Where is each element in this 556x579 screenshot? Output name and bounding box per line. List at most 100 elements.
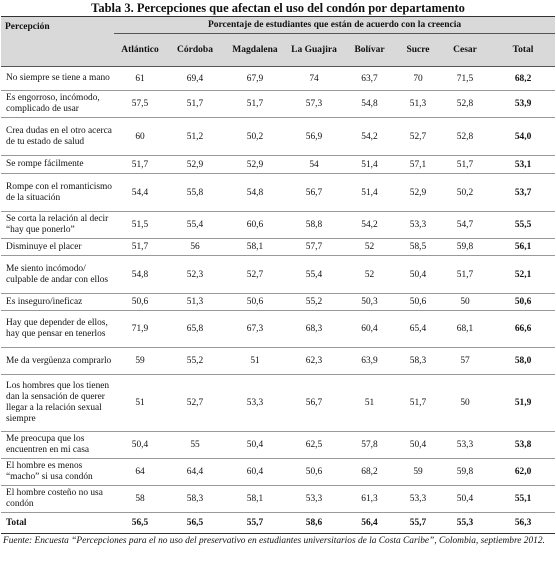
- row-total-cell: 53,7: [491, 173, 556, 212]
- percentage-cell: 60,6: [224, 211, 286, 239]
- percentage-cell: 65,8: [166, 310, 224, 348]
- perceptions-table: Percepción Porcentaje de estudiantes que…: [1, 16, 556, 534]
- percentage-cell: 52,7: [166, 374, 224, 432]
- department-total-cell: 55,7: [224, 512, 286, 534]
- percentage-cell: 56,7: [286, 374, 342, 432]
- percentage-cell: 50,6: [397, 293, 439, 311]
- department-total-cell: 56,4: [342, 512, 397, 534]
- percentage-cell: 52,7: [397, 117, 439, 156]
- percentage-cell: 55,8: [166, 173, 224, 212]
- department-header: Cesar: [439, 33, 491, 67]
- percentage-cell: 63,9: [342, 347, 397, 375]
- percentage-group-header: Porcentaje de estudiantes que están de a…: [114, 16, 556, 34]
- source-note: Fuente: Encuesta “Percepciones para el n…: [3, 536, 545, 546]
- header-row-group: Percepción Porcentaje de estudiantes que…: [1, 16, 556, 67]
- percentage-cell: 58,3: [397, 347, 439, 375]
- percentage-cell: 60,4: [342, 310, 397, 348]
- percentage-cell: 51: [114, 374, 166, 432]
- perception-label: Se rompe fácilmente: [1, 155, 114, 174]
- department-total-cell: 58,6: [286, 512, 342, 534]
- perception-label: Crea dudas en el otro acerca de tu estad…: [1, 117, 114, 156]
- percentage-cell: 52,7: [224, 255, 286, 294]
- row-total-cell: 58,0: [491, 347, 556, 375]
- percentage-cell: 71,5: [439, 66, 491, 91]
- row-total-cell: 56,1: [491, 238, 556, 256]
- percentage-cell: 51,4: [342, 173, 397, 212]
- percentage-cell: 53,3: [286, 485, 342, 513]
- perception-label: Disminuye el placer: [1, 238, 114, 256]
- percentage-cell: 62,3: [286, 347, 342, 375]
- percentage-cell: 56,7: [286, 173, 342, 212]
- total-header: Total: [491, 33, 556, 67]
- percentage-cell: 71,9: [114, 310, 166, 348]
- percentage-cell: 59: [397, 458, 439, 486]
- percentage-cell: 74: [286, 66, 342, 91]
- percentage-cell: 50,4: [397, 255, 439, 294]
- percentage-cell: 52,8: [439, 117, 491, 156]
- total-row-label: Total: [1, 512, 114, 534]
- table-body: No siempre se tiene a mano 61 69,4 67,9 74 63…: [1, 66, 556, 534]
- department-header: Sucre: [397, 33, 439, 67]
- row-total-cell: 53,9: [491, 90, 556, 118]
- row-total-cell: 62,0: [491, 458, 556, 486]
- percentage-cell: 54,2: [342, 211, 397, 239]
- percentage-cell: 51: [342, 374, 397, 432]
- percentage-cell: 50,4: [397, 431, 439, 459]
- percentage-cell: 51,3: [166, 293, 224, 311]
- percentage-cell: 53,3: [397, 211, 439, 239]
- row-total-cell: 50,6: [491, 293, 556, 311]
- department-header: Magdalena: [224, 33, 286, 67]
- table-row: El hombre es menos “macho” si usa condón…: [1, 458, 556, 486]
- percentage-cell: 64,4: [166, 458, 224, 486]
- table-row: Crea dudas en el otro acerca de tu estad…: [1, 117, 556, 156]
- percentage-cell: 51: [224, 347, 286, 375]
- row-total-cell: 55,1: [491, 485, 556, 513]
- percentage-cell: 57,3: [286, 90, 342, 118]
- perception-label: Es engorroso, incómodo, complicado de us…: [1, 90, 114, 118]
- percentage-cell: 52,8: [439, 90, 491, 118]
- percentage-cell: 50,6: [224, 293, 286, 311]
- grand-total-cell: 56,3: [491, 512, 556, 534]
- department-total-cell: 55,7: [397, 512, 439, 534]
- percentage-cell: 55,4: [286, 255, 342, 294]
- perception-label: El hombre costeño no usa condón: [1, 485, 114, 513]
- perception-label: El hombre es menos “macho” si usa condón: [1, 458, 114, 486]
- percentage-cell: 69,4: [166, 66, 224, 91]
- table-title: Tabla 3. Percepciones que afectan el uso…: [91, 1, 465, 15]
- perception-label: Me preocupa que los encuentren en mi cas…: [1, 431, 114, 459]
- department-total-cell: 55,3: [439, 512, 491, 534]
- percentage-cell: 51,3: [397, 90, 439, 118]
- percentage-cell: 64: [114, 458, 166, 486]
- percentage-cell: 51,2: [166, 117, 224, 156]
- percentage-cell: 52: [342, 238, 397, 256]
- percentage-cell: 55,4: [166, 211, 224, 239]
- row-total-cell: 55,5: [491, 211, 556, 239]
- table-row: Es engorroso, incómodo, complicado de us…: [1, 90, 556, 118]
- perception-label: No siempre se tiene a mano: [1, 66, 114, 91]
- percentage-cell: 68,3: [286, 310, 342, 348]
- percentage-cell: 67,9: [224, 66, 286, 91]
- percentage-cell: 52,9: [224, 155, 286, 174]
- table-row: Me da vergüenza comprarlo 59 55,2 51 62,3 63,…: [1, 347, 556, 375]
- perception-label: Me siento incómodo/ culpable de andar co…: [1, 255, 114, 294]
- percentage-cell: 57: [439, 347, 491, 375]
- percentage-cell: 60: [114, 117, 166, 156]
- perception-label: Me da vergüenza comprarlo: [1, 347, 114, 375]
- percentage-cell: 58,5: [397, 238, 439, 256]
- percentage-cell: 57,8: [342, 431, 397, 459]
- percentage-cell: 54,2: [342, 117, 397, 156]
- table-row: Se rompe fácilmente 51,7 52,9 52,9 54 51,4 57,…: [1, 155, 556, 174]
- percentage-cell: 51,7: [114, 155, 166, 174]
- percentage-cell: 50,2: [224, 117, 286, 156]
- department-total-cell: 56,5: [166, 512, 224, 534]
- perception-label: Los hombres que los tienen dan la sensac…: [1, 374, 114, 432]
- percentage-cell: 63,7: [342, 66, 397, 91]
- table-row: Es inseguro/ineficaz 50,6 51,3 50,6 55,2 50,3…: [1, 293, 556, 311]
- table-row: Los hombres que los tienen dan la sensac…: [1, 374, 556, 432]
- percentage-cell: 51,7: [166, 90, 224, 118]
- percentage-cell: 58,3: [166, 485, 224, 513]
- percentage-cell: 54,4: [114, 173, 166, 212]
- percentage-cell: 55: [166, 431, 224, 459]
- table-row: Me preocupa que los encuentren en mi cas…: [1, 431, 556, 459]
- percentage-cell: 59,8: [439, 238, 491, 256]
